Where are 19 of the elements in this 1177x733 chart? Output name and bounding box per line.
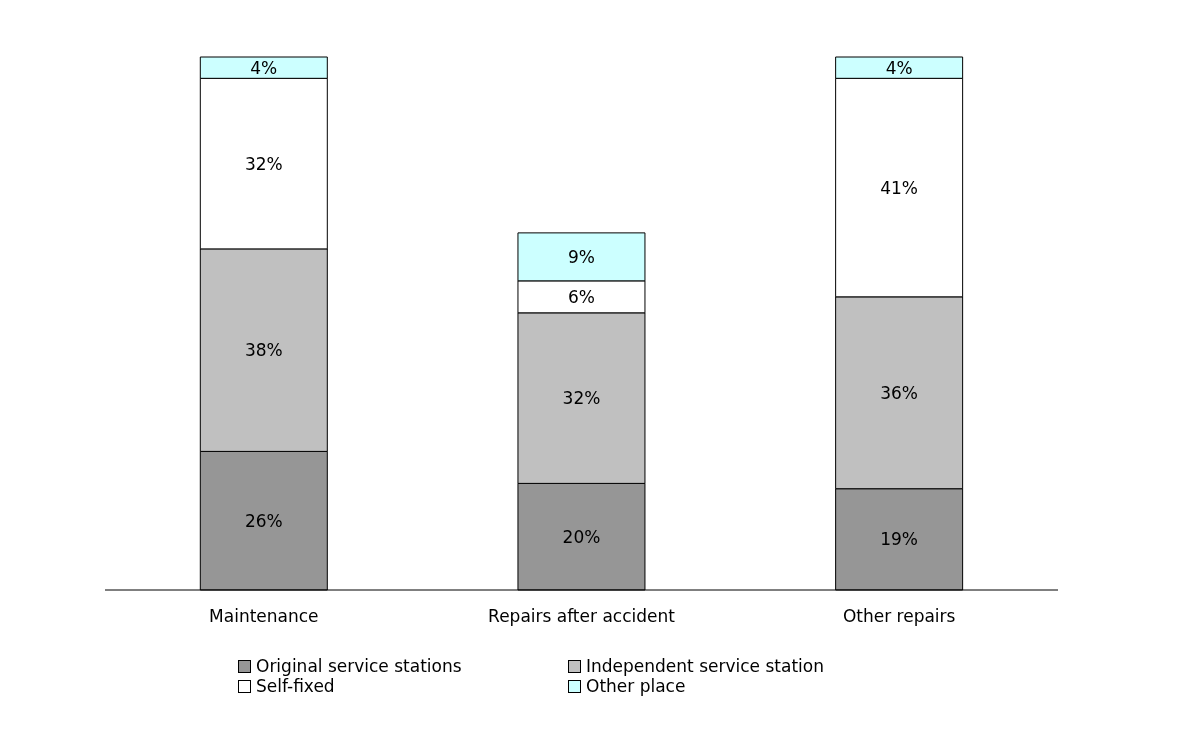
data-label: 26% (244, 510, 283, 531)
data-label: 36% (880, 382, 919, 403)
data-label: 20% (562, 526, 601, 547)
legend-label: Self-fixed (256, 676, 335, 696)
data-label: 6% (567, 286, 595, 307)
data-label: 32% (562, 388, 601, 409)
legend-label: Other place (586, 676, 686, 696)
data-label: 19% (880, 529, 919, 550)
data-label: 41% (880, 177, 919, 198)
x-tick-label: Repairs after accident (488, 606, 676, 627)
legend-label: Original service stations (256, 656, 462, 676)
x-tick-label: Other repairs (842, 606, 956, 627)
x-tick-label: Maintenance (209, 606, 319, 627)
legend-label: Independent service station (586, 656, 824, 676)
data-label: 38% (244, 340, 283, 361)
data-label: 4% (885, 57, 913, 78)
data-label: 9% (567, 246, 595, 267)
data-label: 4% (250, 57, 278, 78)
data-label: 32% (244, 153, 283, 174)
